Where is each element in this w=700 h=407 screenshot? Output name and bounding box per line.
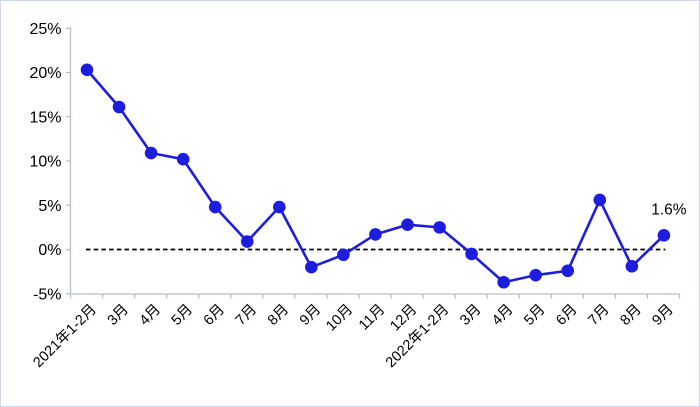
data-point-marker [401, 218, 414, 232]
data-point-marker [497, 275, 510, 289]
y-tick-label: 10% [29, 154, 61, 171]
x-tick-label: 3月 [457, 302, 484, 329]
data-point-marker [273, 200, 286, 214]
x-tick-label: 11月 [356, 302, 388, 334]
y-tick-label: 20% [29, 65, 61, 82]
data-point-marker [593, 193, 607, 207]
data-point-marker [337, 248, 350, 262]
x-tick-label: 6月 [201, 302, 228, 329]
last-value-label: 1.6% [651, 201, 687, 218]
data-point-marker [369, 228, 382, 241]
data-point-marker [465, 247, 478, 261]
x-tick-label: 5月 [169, 302, 196, 329]
data-point-marker [208, 200, 222, 214]
data-point-marker [561, 264, 575, 278]
data-point-marker [240, 235, 254, 248]
x-axis-labels: 2021年1-2月 3月 4月 5月 6月 7月 8月 9月 10月 11月 12月2022年1-2… [30, 301, 677, 371]
y-tick-label: 5% [38, 198, 61, 215]
y-tick-label: 25% [29, 21, 61, 38]
x-tick-label: 4月 [137, 302, 164, 329]
data-point-marker [144, 146, 158, 160]
x-tick-label: 9月 [649, 302, 676, 329]
data-point-marker [433, 221, 446, 234]
x-tick-label: 7月 [233, 302, 260, 329]
axes [66, 27, 681, 299]
data-point-marker [80, 63, 94, 77]
data-point-marker [657, 229, 671, 242]
data-point-marker [625, 260, 639, 273]
y-tick-label: 15% [29, 109, 61, 126]
y-tick-label: -5% [33, 286, 61, 303]
x-tick-label: 8月 [617, 302, 644, 329]
x-tick-label: 2021年1-2月 [30, 301, 100, 371]
y-tick-label: 0% [38, 242, 61, 259]
data-point-marker [305, 260, 318, 274]
data-point-marker [112, 100, 126, 114]
data-point-marker [529, 268, 542, 282]
x-tick-label: 6月 [553, 302, 580, 329]
x-tick-label: 4月 [489, 302, 516, 329]
x-tick-label: 3月 [105, 302, 132, 329]
data-point-marker [176, 152, 190, 166]
x-tick-label: 8月 [265, 302, 292, 329]
x-tick-label: 7月 [585, 302, 612, 329]
x-tick-label: 5月 [521, 302, 548, 329]
data-point-markers [80, 63, 671, 289]
y-axis-labels: 25% 20% 15% 10% 5% 0% -5% [29, 21, 61, 304]
x-tick-label: 10月 [323, 302, 356, 335]
x-tick-label: 9月 [297, 302, 324, 329]
